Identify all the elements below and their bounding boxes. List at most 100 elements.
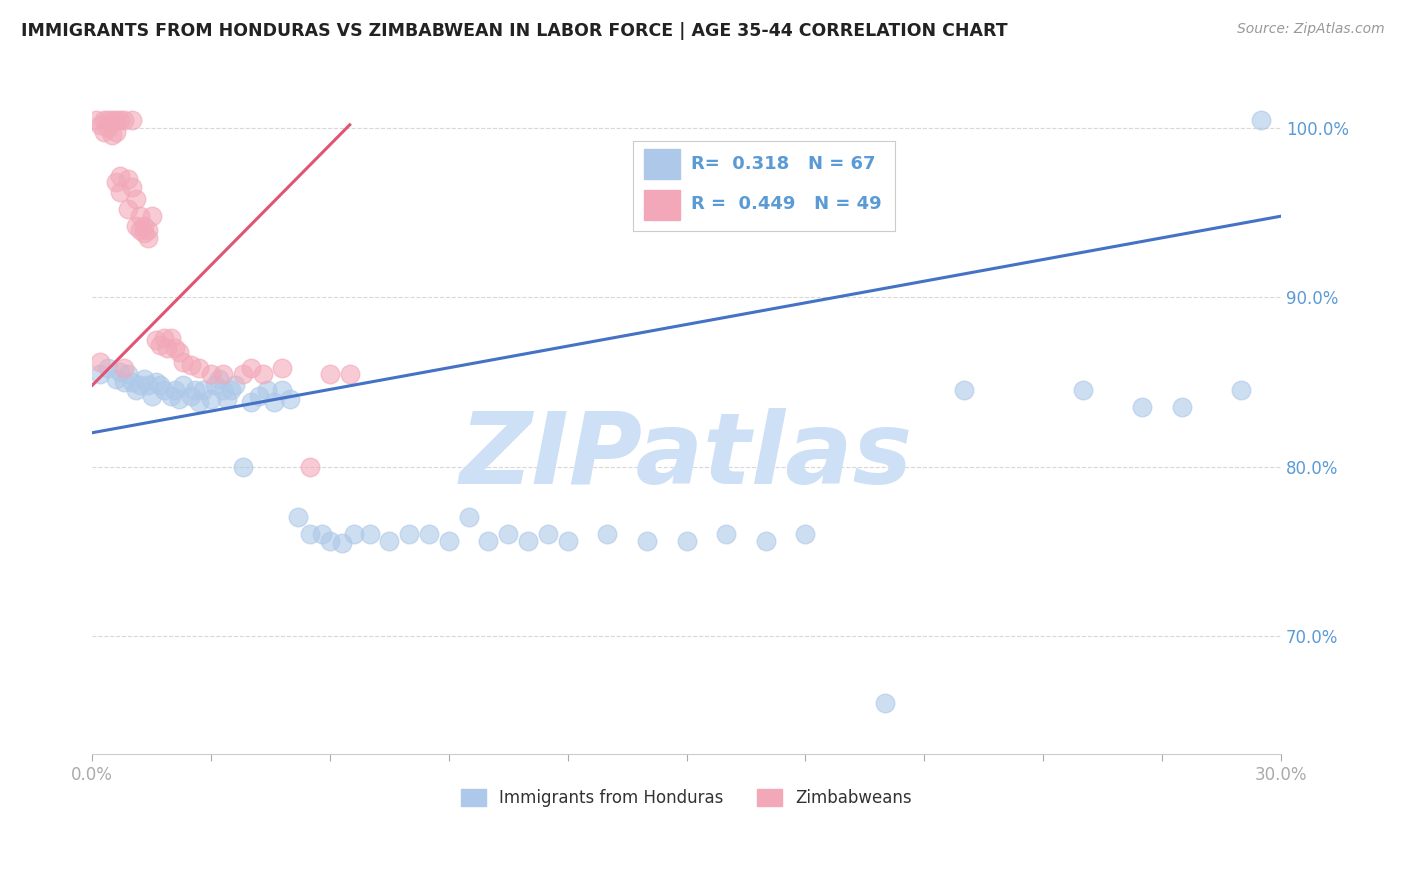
Point [112,112,135,127]
Text: IMMIGRANTS FROM HONDURAS VS ZIMBABWEAN IN LABOR FORCE | AGE 35-44 CORRELATION CH: IMMIGRANTS FROM HONDURAS VS ZIMBABWEAN I… [21,22,1008,40]
Point [596,527,619,541]
Point [121,375,143,389]
Point [117,172,139,186]
Point [232,459,254,474]
Point [148,338,170,352]
Point [1171,401,1194,415]
Point [89,354,111,368]
Point [437,534,460,549]
Point [319,534,342,549]
Point [299,459,322,474]
Point [108,186,131,200]
Point [219,384,242,398]
Point [108,112,131,127]
Point [278,392,301,406]
Point [457,510,479,524]
Point [239,395,262,409]
Point [252,367,274,381]
Point [128,209,150,223]
Point [132,219,155,234]
Point [232,367,254,381]
Point [84,112,107,127]
Point [636,534,658,549]
Point [172,354,194,368]
Point [200,392,222,406]
Point [108,169,131,183]
Point [953,384,976,398]
Point [319,367,342,381]
Point [675,534,697,549]
Point [104,112,127,127]
Point [517,534,540,549]
Point [89,367,111,381]
Point [271,361,294,376]
Point [112,361,135,376]
Point [160,331,183,345]
Point [208,371,231,385]
FancyBboxPatch shape [644,149,681,179]
Point [101,112,124,127]
Point [112,375,135,389]
Point [145,333,167,347]
Point [200,367,222,381]
Point [156,341,179,355]
Point [104,125,127,139]
Point [287,510,309,524]
Point [152,331,174,345]
Point [263,395,285,409]
Text: Source: ZipAtlas.com: Source: ZipAtlas.com [1237,22,1385,37]
Legend: Immigrants from Honduras, Zimbabweans: Immigrants from Honduras, Zimbabweans [454,782,918,814]
Point [330,535,353,549]
Point [125,384,148,398]
Point [1130,401,1153,415]
Point [172,378,194,392]
Point [537,527,560,541]
Point [271,384,294,398]
Point [256,384,278,398]
Point [339,367,361,381]
Point [184,384,207,398]
Point [121,180,143,194]
Point [755,534,778,549]
Point [152,384,174,398]
Text: R=  0.318   N = 67: R= 0.318 N = 67 [690,154,876,173]
Point [136,378,159,392]
Point [204,378,226,392]
Point [794,527,817,541]
Point [311,527,333,541]
Point [101,128,124,142]
Point [165,384,187,398]
Point [359,527,381,541]
Point [212,384,235,398]
Point [93,125,115,139]
Point [215,392,238,406]
Point [343,527,366,541]
Point [180,388,202,402]
Point [299,527,322,541]
Point [191,384,214,398]
Point [212,367,235,381]
Point [224,378,246,392]
Point [145,375,167,389]
Point [108,365,131,379]
Point [714,527,737,541]
Point [873,697,896,711]
Point [378,534,401,549]
Point [247,388,270,402]
Text: ZIPatlas: ZIPatlas [460,408,912,505]
Point [148,378,170,392]
Point [136,223,159,237]
Point [557,534,579,549]
FancyBboxPatch shape [644,190,681,220]
Point [97,112,120,127]
Point [128,223,150,237]
Point [121,112,143,127]
Point [169,392,191,406]
Point [398,527,420,541]
Point [125,192,148,206]
Point [97,361,120,376]
Point [239,361,262,376]
Point [89,118,111,132]
Point [132,226,155,240]
Point [117,202,139,217]
